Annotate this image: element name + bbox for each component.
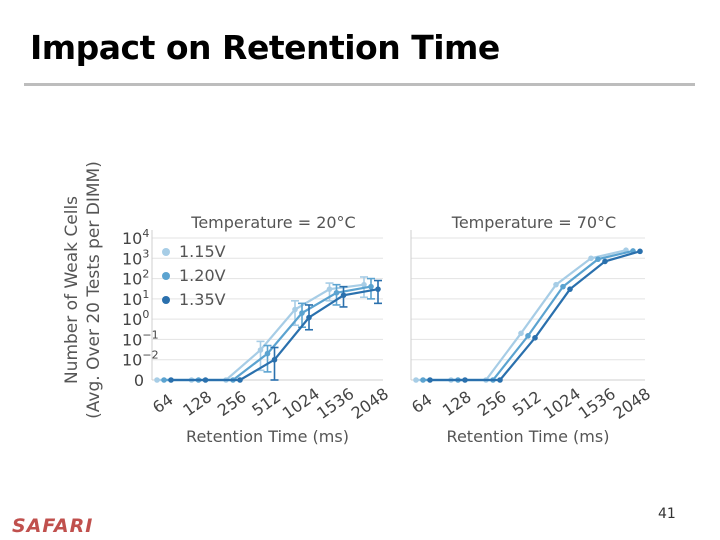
x-axis-label: Retention Time (ms) [186,427,349,446]
y-axis-label-2: (Avg. Over 20 Tests per DIMM) [84,161,104,419]
data-point [161,377,167,383]
x-tick-label: 64 [408,390,436,417]
data-point [237,377,243,383]
y-tick-label: 103 [122,247,149,268]
data-point [553,281,559,288]
x-tick-label: 1536 [575,384,619,423]
data-point [532,335,538,341]
legend-label: 1.15V [179,242,226,261]
safari-logo: SAFARI [12,515,94,537]
data-point [588,255,594,262]
y-axis-label: Number of Weak Cells [62,196,82,384]
data-point [368,283,374,290]
data-point [427,377,433,383]
x-tick-label: 2048 [348,384,392,423]
x-tick-label: 256 [474,387,510,420]
x-tick-label: 128 [439,387,475,420]
page-number: 41 [658,506,676,522]
data-point [518,330,524,337]
data-point [497,377,503,383]
data-point [202,377,209,383]
data-point [168,377,174,383]
y-tick-label: 10−1 [122,328,159,349]
data-point [306,314,312,321]
chart-title: Temperature = 70°C [451,213,616,232]
data-point [257,347,264,353]
legend-label: 1.20V [179,266,226,285]
slide-title: Impact on Retention Time [30,28,500,67]
data-point [375,286,381,292]
y-tick-label: 102 [122,268,149,289]
data-point [602,258,608,265]
y-tick-label: 104 [122,227,149,248]
y-tick-label: 101 [122,288,149,309]
data-point [637,248,643,255]
data-point [420,377,426,383]
data-point [595,256,601,263]
legend-label: 1.35V [179,290,226,309]
x-axis-label: Retention Time (ms) [447,427,610,446]
data-point [340,292,347,299]
data-point [264,350,271,357]
data-point [271,356,278,363]
data-point [299,310,305,316]
data-point [413,377,419,383]
data-point [333,289,340,296]
retention-time-charts: Number of Weak Cells (Avg. Over 20 Tests… [62,161,654,446]
data-point [567,286,573,292]
x-tick-label: 1536 [313,384,357,423]
x-tick-label: 512 [248,387,284,420]
chart-figure: Number of Weak Cells (Avg. Over 20 Tests… [55,160,665,454]
chart-panel-2: Temperature = 70°C 64 128 256 51210241536204… [408,213,654,446]
x-tick-label: 1024 [279,384,323,423]
x-tick-label: 256 [214,387,250,420]
data-point [154,377,160,383]
x-tick-label: 64 [149,390,177,417]
legend-marker [162,248,170,256]
legend-marker [162,296,170,304]
data-point [361,281,367,288]
x-tick-label: 128 [179,387,215,420]
data-point [326,286,333,292]
data-point [525,333,531,339]
y-tick-label: 10−2 [122,349,159,370]
series-line-1.20V [423,249,634,382]
x-tick-label: 512 [509,387,545,420]
data-point [560,283,566,290]
data-point [462,377,468,383]
data-point [292,306,298,313]
chart-title: Temperature = 20°C [190,213,355,232]
y-tick-label: 0 [134,371,144,390]
legend-marker [162,272,170,280]
title-divider [24,83,695,86]
x-tick-label: 2048 [610,384,654,423]
x-tick-label: 1024 [540,384,584,423]
y-tick-label: 100 [122,308,149,329]
y-axis-label-group: Number of Weak Cells (Avg. Over 20 Tests… [62,161,104,419]
